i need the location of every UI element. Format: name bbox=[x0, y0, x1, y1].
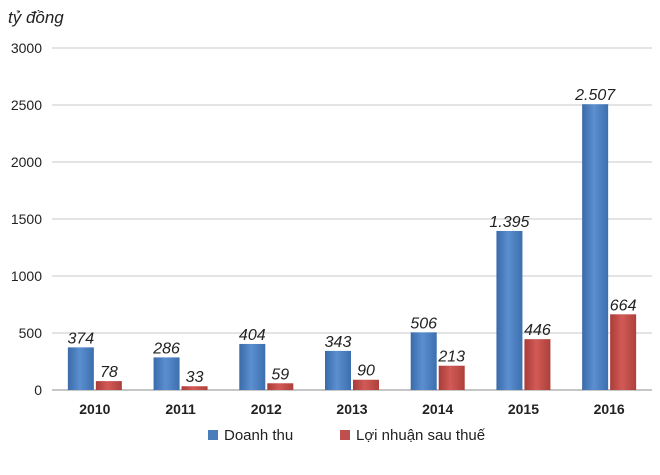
bars bbox=[67, 104, 637, 391]
y-tick-label: 1500 bbox=[11, 211, 42, 227]
y-tick-label: 0 bbox=[34, 382, 42, 398]
bar-loi-nhuan-2015 bbox=[524, 339, 551, 390]
x-tick-label: 2011 bbox=[165, 401, 196, 417]
data-label: 286 bbox=[152, 340, 180, 357]
data-label: 664 bbox=[610, 297, 637, 314]
data-label: 213 bbox=[437, 349, 465, 366]
bar-doanh-thu-2013 bbox=[325, 350, 351, 390]
data-label: 59 bbox=[271, 366, 289, 383]
x-tick-label: 2013 bbox=[336, 401, 367, 417]
data-label: 404 bbox=[239, 327, 266, 344]
data-label: 446 bbox=[524, 322, 551, 339]
bar-doanh-thu-2011 bbox=[153, 357, 180, 390]
y-tick-label: 500 bbox=[19, 325, 43, 341]
bar-doanh-thu-2010 bbox=[67, 347, 94, 390]
bar-doanh-thu-2015 bbox=[496, 230, 523, 390]
x-tick-label: 2010 bbox=[79, 401, 110, 417]
y-tick-label: 3000 bbox=[11, 40, 42, 56]
data-label: 2.507 bbox=[574, 87, 616, 104]
x-tick-label: 2014 bbox=[422, 401, 453, 417]
data-label: 343 bbox=[325, 334, 352, 351]
y-tick-label: 1000 bbox=[11, 268, 42, 284]
legend-label: Lợi nhuận sau thuế bbox=[356, 427, 486, 444]
bar-loi-nhuan-2014 bbox=[438, 365, 465, 390]
y-tick-label: 2500 bbox=[11, 97, 42, 113]
data-label: 506 bbox=[410, 315, 437, 332]
bar-doanh-thu-2012 bbox=[239, 343, 266, 390]
data-label: 1.395 bbox=[489, 214, 529, 231]
legend-label: Doanh thu bbox=[224, 427, 293, 444]
data-label: 33 bbox=[186, 369, 204, 386]
bar-loi-nhuan-2011 bbox=[181, 386, 208, 390]
x-axis-ticks: 2010 2011 2012 2013 2014 2015 2016 bbox=[79, 401, 625, 417]
data-label: 374 bbox=[68, 330, 95, 347]
x-tick-label: 2016 bbox=[594, 401, 625, 417]
bar-loi-nhuan-2010 bbox=[95, 381, 122, 390]
legend: Doanh thu Lợi nhuận sau thuế bbox=[208, 427, 486, 444]
legend-swatch bbox=[340, 430, 350, 440]
bar-doanh-thu-2016 bbox=[582, 104, 609, 391]
grid-lines bbox=[52, 47, 652, 391]
bar-loi-nhuan-2016 bbox=[610, 314, 637, 390]
x-tick-label: 2012 bbox=[251, 401, 282, 417]
legend-swatch bbox=[208, 430, 218, 440]
data-label: 90 bbox=[357, 363, 375, 380]
x-tick-label: 2015 bbox=[508, 401, 539, 417]
y-axis-ticks: 0 500 1000 1500 2000 2500 3000 bbox=[11, 40, 42, 398]
data-label: 78 bbox=[100, 364, 118, 381]
bar-loi-nhuan-2013 bbox=[353, 379, 379, 390]
y-axis-unit-label: tỷ đồng bbox=[8, 8, 64, 27]
bar-loi-nhuan-2012 bbox=[267, 383, 294, 390]
bar-doanh-thu-2014 bbox=[410, 332, 437, 390]
y-tick-label: 2000 bbox=[11, 154, 42, 170]
